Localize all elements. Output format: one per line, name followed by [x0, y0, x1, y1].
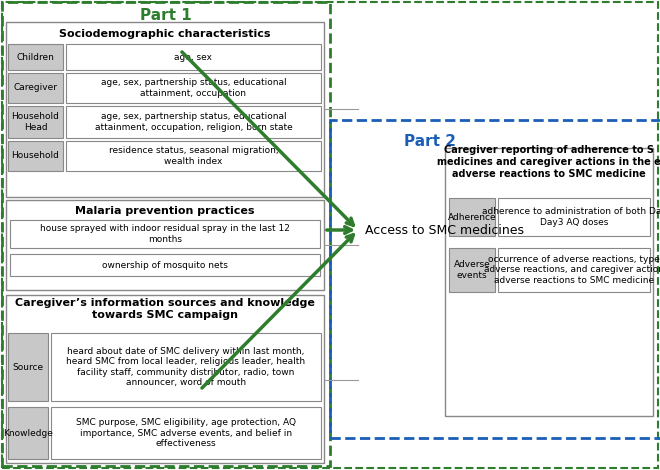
Text: SMC purpose, SMC eligibility, age protection, AQ
importance, SMC adverse events,: SMC purpose, SMC eligibility, age protec…	[76, 418, 296, 448]
Bar	[8, 333, 48, 401]
Text: ownership of mosquito nets: ownership of mosquito nets	[102, 260, 228, 269]
Bar	[6, 295, 324, 463]
Bar	[449, 248, 495, 292]
Bar	[445, 148, 653, 416]
Bar	[6, 22, 324, 197]
Text: Children: Children	[16, 53, 54, 62]
Bar	[8, 106, 63, 138]
Bar	[8, 73, 63, 103]
Text: Adverse
events: Adverse events	[453, 260, 490, 280]
Text: heard about date of SMC delivery within last month,
heard SMC from local leader,: heard about date of SMC delivery within …	[67, 347, 306, 387]
Bar	[66, 73, 321, 103]
Text: Adherence: Adherence	[447, 212, 496, 221]
Text: age, sex: age, sex	[174, 53, 213, 62]
Bar	[6, 200, 324, 290]
Text: Household: Household	[12, 151, 59, 160]
Bar	[66, 141, 321, 171]
Bar	[51, 407, 321, 459]
Text: Part 1: Part 1	[140, 8, 192, 24]
Text: age, sex, partnership status, educational
attainment, occupation: age, sex, partnership status, educationa…	[101, 78, 286, 98]
Text: Caregiver: Caregiver	[13, 84, 57, 93]
Text: residence status, seasonal migration,
wealth index: residence status, seasonal migration, we…	[109, 146, 279, 166]
Text: Sociodemographic characteristics: Sociodemographic characteristics	[59, 29, 271, 39]
Text: house sprayed with indoor residual spray in the last 12
months: house sprayed with indoor residual spray…	[40, 224, 290, 244]
Bar	[10, 220, 320, 248]
Bar	[8, 44, 63, 70]
Text: Source: Source	[13, 362, 44, 371]
Text: Caregiver reporting of adherence to S
medicines and caregiver actions in the e
a: Caregiver reporting of adherence to S me…	[437, 145, 660, 179]
Bar	[8, 407, 48, 459]
Text: Part 2: Part 2	[404, 134, 456, 149]
Bar	[51, 333, 321, 401]
Text: Access to SMC medicines: Access to SMC medicines	[365, 224, 524, 236]
Text: Malaria prevention practices: Malaria prevention practices	[75, 206, 255, 216]
Bar	[2, 2, 330, 466]
Text: age, sex, partnership status, educational
attainment, occupation, religion, born: age, sex, partnership status, educationa…	[94, 112, 292, 132]
Text: Household
Head: Household Head	[12, 112, 59, 132]
Text: Knowledge: Knowledge	[3, 429, 53, 438]
Bar	[498, 198, 650, 236]
Bar	[330, 120, 660, 438]
Bar	[66, 106, 321, 138]
Text: occurrence of adverse reactions, type
adverse reactions, and caregiver action
ad: occurrence of adverse reactions, type ad…	[484, 255, 660, 285]
Bar	[8, 141, 63, 171]
Bar	[498, 248, 650, 292]
Text: adherence to administration of both Day
Day3 AQ doses: adherence to administration of both Day …	[482, 207, 660, 227]
Bar	[66, 44, 321, 70]
Bar	[10, 254, 320, 276]
Text: Caregiver’s information sources and knowledge
towards SMC campaign: Caregiver’s information sources and know…	[15, 298, 315, 320]
Bar	[449, 198, 495, 236]
